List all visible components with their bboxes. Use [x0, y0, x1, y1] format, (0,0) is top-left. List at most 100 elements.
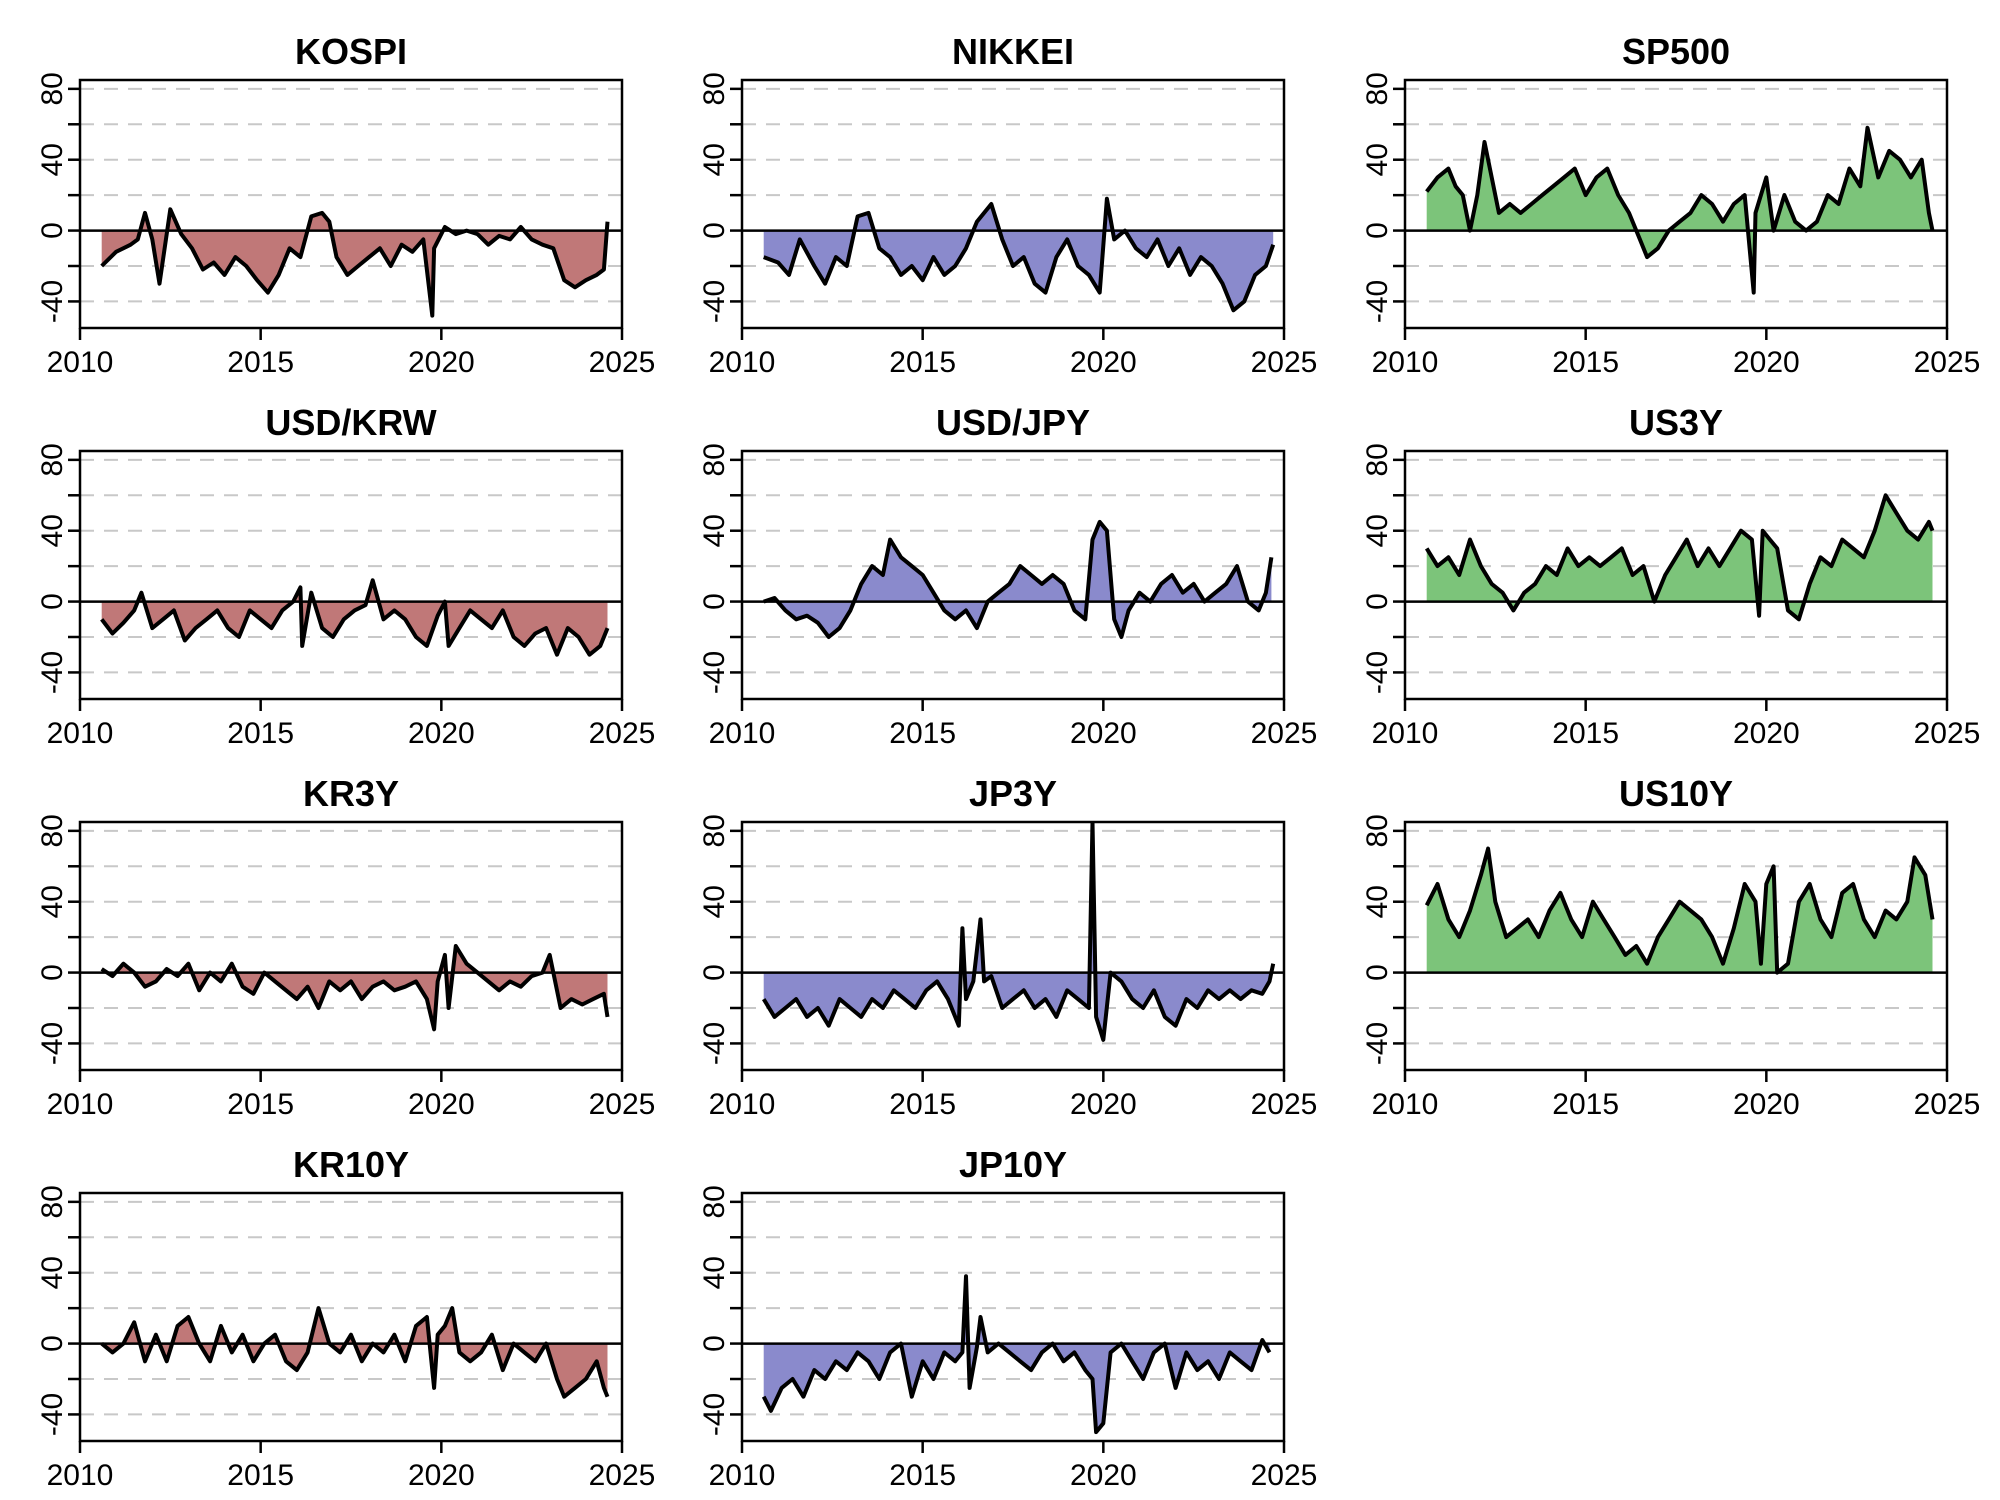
- x-tick-label: 2020: [408, 346, 475, 379]
- series-line: [761, 822, 1276, 1042]
- series-line: [763, 519, 1274, 639]
- panel-title: US3Y: [1629, 402, 1723, 443]
- x-tick-label: 2010: [1372, 717, 1439, 750]
- y-tick-label: 0: [698, 222, 731, 239]
- x-tick-label: 2025: [589, 346, 656, 379]
- plot-area: [80, 1306, 622, 1399]
- series-area: [763, 822, 1274, 1040]
- y-tick-label: 40: [698, 885, 731, 918]
- x-tick-label: 2025: [1251, 717, 1318, 750]
- series-line: [100, 1306, 610, 1399]
- x-tick-label: 2015: [889, 1088, 956, 1121]
- panel-usd-krw: USD/KRW 2010 2015 2020 2025 -40 0 40 80: [36, 402, 655, 750]
- series-area: [101, 1308, 608, 1397]
- x-tick-label: 2020: [1733, 1088, 1800, 1121]
- y-tick-label: 0: [36, 964, 69, 981]
- plot-area: [1405, 493, 1947, 622]
- panel-usd-jpy: USD/JPY 2010 2015 2020 2025 -40 0 40 80: [698, 402, 1317, 750]
- plot-area: [742, 822, 1284, 1042]
- y-tick-label: 80: [698, 72, 731, 105]
- plot-frame: [1403, 78, 1949, 330]
- y-tick-label: 0: [1361, 593, 1394, 610]
- panel-kospi: KOSPI 2010 2015 2020 2025 -40 0 40 80: [36, 31, 655, 379]
- panel-title: KOSPI: [295, 31, 407, 72]
- y-tick-label: 0: [36, 222, 69, 239]
- x-tick-label: 2015: [889, 717, 956, 750]
- x-tick-label: 2010: [47, 346, 114, 379]
- plot-frame: [740, 449, 1286, 701]
- x-tick-label: 2010: [47, 1459, 114, 1492]
- panel-jp3y: JP3Y 2010 2015 2020 2025 -40 0 40 80: [698, 773, 1317, 1121]
- x-tick-label: 2025: [1914, 717, 1981, 750]
- x-tick-label: 2020: [408, 1088, 475, 1121]
- series-area: [1426, 127, 1933, 293]
- x-tick-label: 2015: [889, 1459, 956, 1492]
- plot-area: [1405, 125, 1947, 295]
- y-tick-label: 80: [1361, 443, 1394, 476]
- y-tick-label: 40: [36, 143, 69, 176]
- x-tick-label: 2010: [47, 717, 114, 750]
- x-tick-label: 2015: [1552, 1088, 1619, 1121]
- y-tick-label: -40: [36, 280, 69, 323]
- panel-title: JP10Y: [959, 1144, 1067, 1185]
- x-tick-label: 2010: [1372, 346, 1439, 379]
- series-line: [761, 1274, 1272, 1435]
- panel-title: US10Y: [1619, 773, 1733, 814]
- panel-us3y: US3Y 2010 2015 2020 2025 -40 0 40 80: [1361, 402, 1980, 750]
- panel-nikkei: NIKKEI 2010 2015 2020 2025 -40 0 40 80: [698, 31, 1317, 379]
- plot-frame: [740, 78, 1286, 330]
- panel-kr10y: KR10Y 2010 2015 2020 2025 -40 0 40 80: [36, 1144, 655, 1492]
- panel-jp10y: JP10Y 2010 2015 2020 2025 -40 0 40 80: [698, 1144, 1317, 1492]
- x-tick-label: 2010: [709, 1459, 776, 1492]
- y-tick-label: -40: [36, 651, 69, 694]
- plot-frame: [78, 449, 624, 701]
- panel-title: JP3Y: [969, 773, 1057, 814]
- series-line: [100, 944, 610, 1032]
- series-line: [1424, 493, 1935, 622]
- x-tick-label: 2020: [1070, 1088, 1137, 1121]
- x-tick-label: 2020: [1070, 1459, 1137, 1492]
- x-tick-label: 2010: [709, 717, 776, 750]
- plot-area: [742, 519, 1284, 639]
- series-area: [763, 521, 1272, 637]
- x-tick-label: 2015: [227, 346, 294, 379]
- panel-kr3y: KR3Y 2010 2015 2020 2025 -40 0 40 80: [36, 773, 655, 1121]
- y-tick-label: 40: [36, 514, 69, 547]
- x-tick-label: 2010: [1372, 1088, 1439, 1121]
- x-tick-label: 2015: [1552, 346, 1619, 379]
- series-area: [763, 1276, 1270, 1433]
- x-tick-label: 2015: [227, 1088, 294, 1121]
- plot-frame: [78, 1191, 624, 1443]
- plot-area: [742, 1274, 1284, 1435]
- x-tick-label: 2025: [589, 1459, 656, 1492]
- y-tick-label: -40: [698, 651, 731, 694]
- x-tick-label: 2010: [709, 346, 776, 379]
- y-tick-label: -40: [1361, 1022, 1394, 1065]
- x-tick-label: 2025: [589, 717, 656, 750]
- series-line: [1425, 125, 1935, 295]
- x-tick-label: 2010: [709, 1088, 776, 1121]
- y-tick-label: -40: [1361, 651, 1394, 694]
- y-tick-label: 40: [36, 1256, 69, 1289]
- x-tick-label: 2025: [1251, 346, 1318, 379]
- y-tick-label: 40: [1361, 514, 1394, 547]
- y-tick-label: -40: [698, 280, 731, 323]
- series-line: [762, 196, 1276, 313]
- y-tick-label: 40: [1361, 885, 1394, 918]
- y-tick-label: -40: [36, 1022, 69, 1065]
- series-line: [100, 207, 610, 318]
- panel-title: KR10Y: [293, 1144, 409, 1185]
- series-area: [1426, 495, 1933, 620]
- x-tick-label: 2020: [408, 1459, 475, 1492]
- plot-area: [80, 207, 622, 318]
- plot-frame: [78, 78, 624, 330]
- x-tick-label: 2020: [1733, 717, 1800, 750]
- y-tick-label: 0: [1361, 222, 1394, 239]
- plot-area: [80, 578, 622, 657]
- series-line: [1424, 846, 1935, 975]
- y-tick-label: 0: [36, 593, 69, 610]
- x-tick-label: 2020: [408, 717, 475, 750]
- y-tick-label: 0: [1361, 964, 1394, 981]
- y-tick-label: 80: [698, 443, 731, 476]
- plot-frame: [740, 1191, 1286, 1443]
